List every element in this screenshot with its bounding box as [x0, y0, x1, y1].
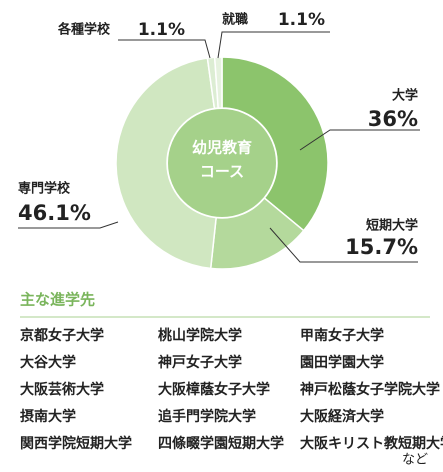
- value-label: 36%: [368, 107, 418, 131]
- leader-line: [299, 129, 420, 151]
- leader-line: [118, 39, 211, 59]
- school-name: 神戸松蔭女子学院大学: [300, 381, 440, 398]
- value-label: 1.1%: [138, 20, 185, 40]
- center-text: コース: [200, 163, 244, 181]
- leader-line: [18, 221, 119, 229]
- category-label: 短期大学: [366, 218, 418, 234]
- school-name: 甲南女子大学: [300, 327, 384, 344]
- leader-line: [269, 227, 418, 263]
- category-label: 各種学校: [57, 22, 111, 38]
- slice: [115, 57, 217, 270]
- school-name: 園田学園大学: [300, 354, 384, 371]
- category-label: 就職: [222, 12, 248, 28]
- school-name: 大阪芸術大学: [20, 381, 104, 398]
- school-name: 大谷大学: [20, 354, 76, 371]
- category-label: 大学: [392, 88, 418, 104]
- school-name: 大阪樟蔭女子大学: [158, 381, 270, 398]
- school-name: 神戸女子大学: [158, 354, 242, 371]
- leader-line: [217, 31, 330, 59]
- section-title: 主な進学先: [20, 291, 95, 309]
- school-name: 摂南大学: [20, 408, 76, 425]
- school-name: 四條畷学園短期大学: [158, 435, 284, 452]
- value-label: 46.1%: [18, 201, 91, 225]
- center-disc: [168, 109, 276, 217]
- category-label: 専門学校: [18, 181, 71, 197]
- school-name: 桃山学院大学: [158, 327, 242, 344]
- school-name: 京都女子大学: [20, 327, 104, 344]
- school-name: 関西学院短期大学: [20, 435, 132, 452]
- school-name: 追手門学院大学: [158, 408, 256, 425]
- slice: [221, 56, 329, 232]
- slice: [213, 56, 223, 109]
- center-text: 幼児教育: [192, 139, 252, 157]
- note: など: [402, 453, 428, 468]
- value-label: 15.7%: [345, 235, 418, 259]
- value-label: 1.1%: [278, 10, 325, 30]
- school-name: 大阪経済大学: [300, 408, 384, 425]
- school-name: 大阪キリスト教短期大学: [300, 435, 443, 452]
